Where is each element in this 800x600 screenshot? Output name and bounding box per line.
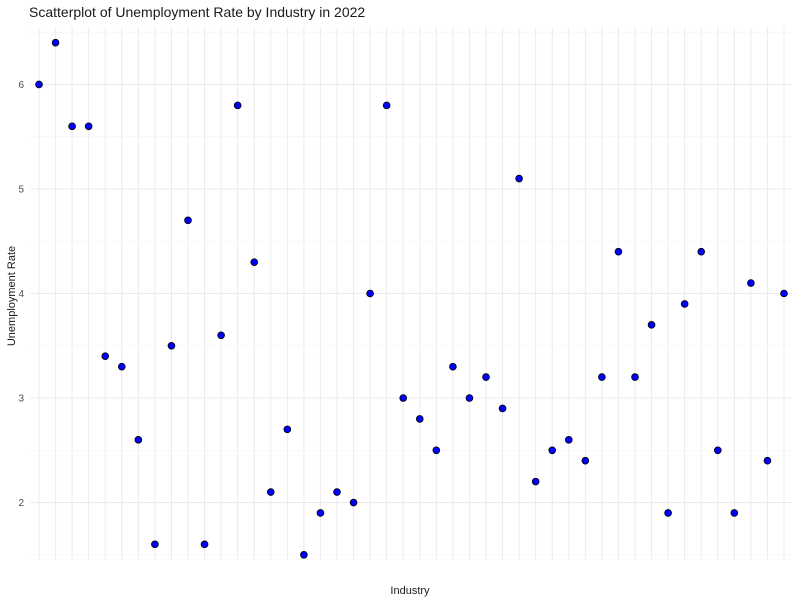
data-point: [614, 247, 623, 256]
data-point: [184, 216, 192, 225]
data-point: [382, 101, 391, 110]
x-axis-label: Industry: [390, 585, 430, 597]
y-tick-label: 4: [18, 289, 24, 300]
data-point: [531, 477, 540, 486]
data-point: [713, 446, 722, 455]
y-tick-label: 3: [18, 394, 24, 405]
data-point: [697, 247, 706, 256]
data-point: [117, 362, 126, 371]
data-point: [564, 436, 573, 444]
data-point: [581, 456, 590, 465]
data-point: [316, 509, 325, 517]
data-point: [680, 300, 689, 308]
data-point: [266, 488, 275, 496]
grid: [30, 27, 792, 560]
data-point: [465, 394, 474, 402]
data-point: [747, 279, 755, 287]
data-point: [283, 425, 292, 434]
data-point: [763, 456, 772, 465]
data-point: [151, 540, 159, 549]
data-point: [482, 373, 490, 381]
data-point: [432, 446, 441, 455]
data-point: [200, 540, 209, 549]
data-point: [51, 38, 60, 47]
data-point: [415, 415, 424, 423]
data-point: [134, 436, 143, 444]
y-axis-ticks: 2 3 4 5 6: [18, 80, 24, 509]
data-points: [35, 38, 788, 559]
data-point: [664, 509, 672, 517]
data-point: [333, 488, 341, 496]
data-point: [515, 174, 523, 183]
data-point: [101, 352, 110, 361]
data-point: [217, 331, 225, 340]
data-point: [647, 321, 656, 329]
y-tick-label: 6: [18, 80, 24, 91]
chart-title: Scatterplot of Unemployment Rate by Indu…: [29, 4, 366, 20]
data-point: [399, 394, 408, 402]
data-point: [498, 404, 507, 413]
data-point: [449, 362, 457, 371]
data-point: [84, 122, 93, 131]
data-point: [35, 80, 43, 89]
data-point: [598, 373, 606, 381]
data-point: [780, 289, 788, 298]
data-point: [548, 446, 557, 455]
data-point: [631, 373, 639, 381]
data-point: [233, 101, 242, 110]
data-point: [366, 289, 374, 298]
y-axis-label: Unemployment Rate: [6, 246, 18, 346]
data-point: [349, 498, 358, 507]
y-tick-label: 5: [18, 184, 24, 195]
data-point: [250, 258, 259, 266]
data-point: [167, 341, 176, 350]
data-point: [68, 122, 76, 131]
y-tick-label: 2: [18, 498, 24, 509]
data-point: [300, 550, 308, 559]
data-point: [730, 509, 739, 517]
